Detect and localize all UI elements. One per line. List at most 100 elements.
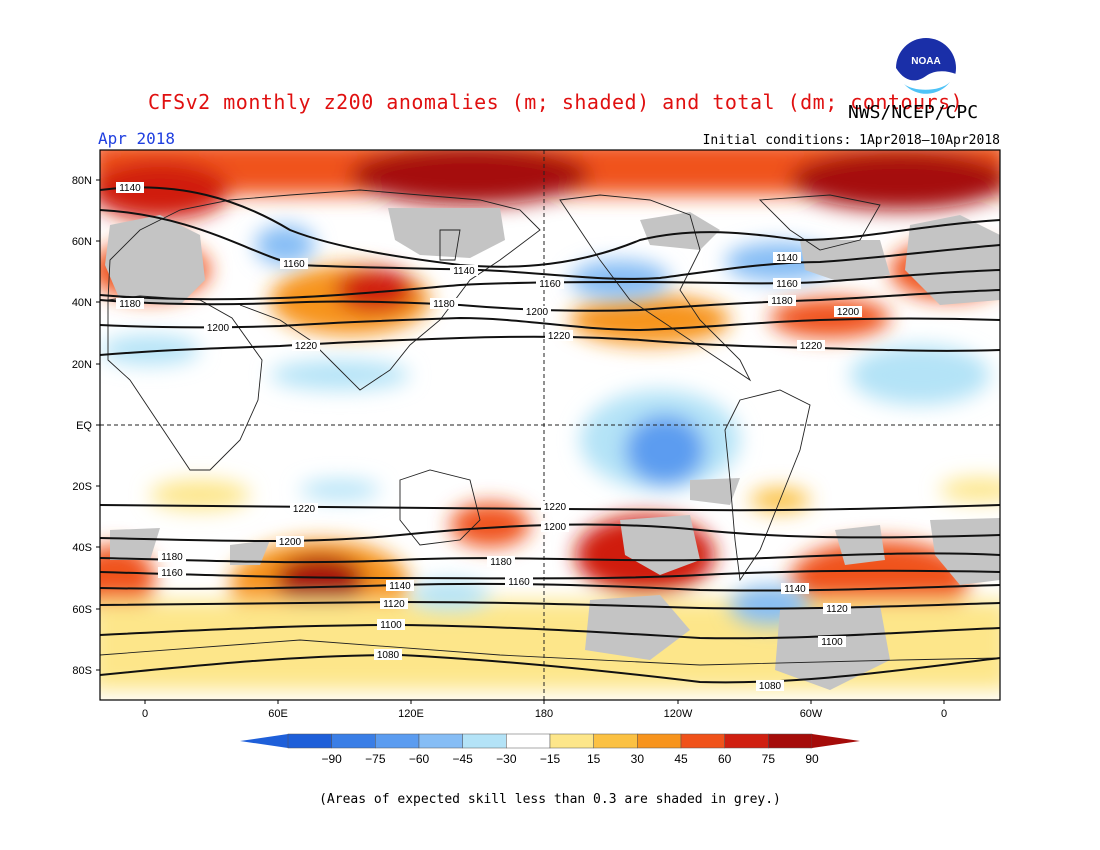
svg-text:1140: 1140 <box>776 253 798 264</box>
colorbar-low-arrow <box>240 734 288 748</box>
colorbar-cell <box>637 733 682 749</box>
colorbar-cell <box>287 733 332 749</box>
svg-text:1160: 1160 <box>161 568 183 579</box>
svg-text:1160: 1160 <box>539 279 561 290</box>
contour-label: 1160 <box>158 567 186 579</box>
svg-text:1140: 1140 <box>784 584 806 595</box>
contour-label: 1160 <box>280 258 308 270</box>
colorbar-high-arrow <box>812 734 860 748</box>
colorbar-tick-label: −45 <box>452 752 473 766</box>
contour-label: 1140 <box>781 583 809 595</box>
colorbar-tick-label: 60 <box>718 752 732 766</box>
colorbar-cell <box>462 733 507 749</box>
colorbar-tick-label: −60 <box>409 752 430 766</box>
lon-label: 0 <box>941 708 947 720</box>
agency-label: NWS/NCEP/CPC <box>848 102 979 123</box>
colorbar-cell <box>768 733 813 749</box>
contour-label: 1080 <box>756 680 784 692</box>
lat-label: 40S <box>72 542 92 554</box>
colorbar: −90 −75 −60 −45 −30 −15 15 30 45 60 75 90 <box>240 733 860 766</box>
noaa-logo-text: NOAA <box>911 56 940 67</box>
svg-text:1220: 1220 <box>293 504 316 515</box>
colorbar-cell <box>593 733 638 749</box>
svg-text:1200: 1200 <box>526 307 549 318</box>
skill-footnote: (Areas of expected skill less than 0.3 a… <box>319 792 781 807</box>
lon-label: 0 <box>142 708 148 720</box>
lat-label: 80S <box>72 665 92 677</box>
colorbar-tick-label: −90 <box>321 752 342 766</box>
colorbar-tick-label: −75 <box>365 752 386 766</box>
colorbar-cell <box>331 733 376 749</box>
svg-text:1160: 1160 <box>283 259 305 270</box>
lat-label: 60N <box>72 236 92 248</box>
contour-label: 1100 <box>377 619 405 631</box>
colorbar-cells <box>287 733 813 749</box>
contour-label: 1100 <box>818 636 846 648</box>
colorbar-cell <box>724 733 769 749</box>
svg-text:1180: 1180 <box>119 299 141 310</box>
svg-text:1120: 1120 <box>826 604 848 615</box>
contour-label: 1220 <box>797 340 825 352</box>
colorbar-cell <box>418 733 463 749</box>
contour-label: 1120 <box>823 603 851 615</box>
contour-label: 1080 <box>374 649 402 661</box>
contour-label: 1140 <box>450 265 478 277</box>
lon-label: 120E <box>398 708 424 720</box>
contour-label: 1160 <box>773 278 801 290</box>
svg-text:1100: 1100 <box>380 620 402 631</box>
coastlines <box>100 189 1000 666</box>
noaa-logo-icon: NOAA <box>895 38 956 102</box>
contour-label: 1200 <box>541 521 569 533</box>
forecast-period: Apr 2018 <box>98 129 176 148</box>
svg-text:1180: 1180 <box>433 299 455 310</box>
contour-label: 1180 <box>430 298 458 310</box>
svg-text:1180: 1180 <box>161 552 183 563</box>
colorbar-cell <box>506 733 551 749</box>
contour-label: 1140 <box>386 580 414 592</box>
svg-text:1220: 1220 <box>295 341 318 352</box>
contour-label: 1200 <box>276 536 304 548</box>
svg-text:1200: 1200 <box>544 522 567 533</box>
contour-label: 1120 <box>380 598 408 610</box>
svg-text:1200: 1200 <box>279 537 302 548</box>
colorbar-tick-labels: −90 −75 −60 −45 −30 −15 15 30 45 60 75 90 <box>321 752 819 766</box>
contour-label: 1220 <box>290 503 318 515</box>
colorbar-tick-label: 30 <box>631 752 645 766</box>
svg-text:1100: 1100 <box>821 637 843 648</box>
colorbar-tick-label: 15 <box>587 752 601 766</box>
lon-label: 60E <box>268 708 288 720</box>
contour-label: 1180 <box>116 298 144 310</box>
lat-label: 60S <box>72 604 92 616</box>
contour-label: 1200 <box>834 306 862 318</box>
initial-conditions: Initial conditions: 1Apr2018–10Apr2018 <box>702 133 1000 148</box>
contour-label: 1220 <box>545 330 573 342</box>
lat-label: EQ <box>76 420 92 432</box>
contour-label: 1200 <box>204 322 232 334</box>
contour-label: 1160 <box>505 576 533 588</box>
svg-text:1120: 1120 <box>383 599 405 610</box>
map-field: 1140 1160 1180 1200 1220 1140 1160 1180 … <box>100 150 1000 700</box>
svg-text:1080: 1080 <box>377 650 400 661</box>
svg-text:1180: 1180 <box>490 557 512 568</box>
svg-text:1140: 1140 <box>389 581 411 592</box>
lat-label: 80N <box>72 175 92 187</box>
contour-label: 1160 <box>536 278 564 290</box>
colorbar-tick-label: −15 <box>540 752 561 766</box>
contour-labels: 1140 1160 1180 1200 1220 1140 1160 1180 … <box>116 182 862 692</box>
svg-text:1220: 1220 <box>800 341 823 352</box>
height-contours <box>100 186 1000 684</box>
chart-title: CFSv2 monthly z200 anomalies (m; shaded)… <box>148 90 964 114</box>
svg-text:1220: 1220 <box>548 331 571 342</box>
colorbar-tick-label: 75 <box>762 752 776 766</box>
lon-label: 60W <box>800 708 823 720</box>
svg-text:1080: 1080 <box>759 681 782 692</box>
lon-label: 180 <box>535 708 553 720</box>
colorbar-tick-label: −30 <box>496 752 517 766</box>
lat-label: 20N <box>72 359 92 371</box>
colorbar-cell <box>549 733 594 749</box>
colorbar-cell <box>375 733 420 749</box>
contour-label: 1220 <box>541 501 569 513</box>
latitude-axis: 80N 60N 40N 20N EQ 20S 40S 60S 80S <box>72 175 100 677</box>
colorbar-tick-label: 45 <box>674 752 688 766</box>
